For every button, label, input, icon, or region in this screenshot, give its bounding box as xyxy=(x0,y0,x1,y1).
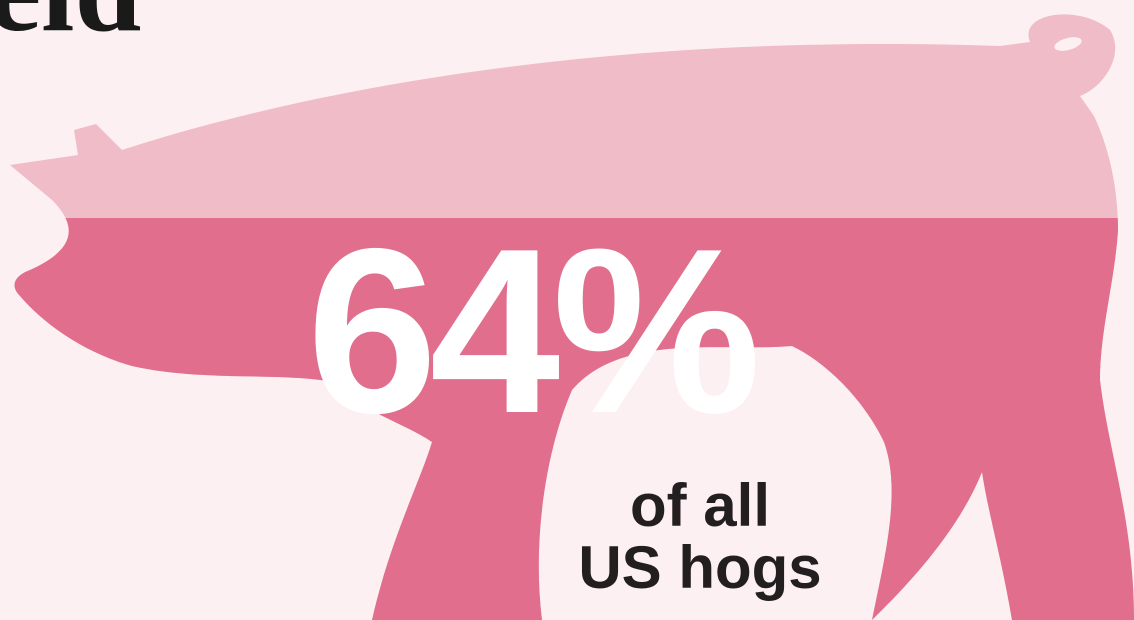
caption-line: of all xyxy=(630,472,770,539)
page: eld 64% of all US hogs xyxy=(0,0,1134,620)
caption-line: US hogs xyxy=(578,534,821,601)
infographic: eld 64% of all US hogs xyxy=(0,0,1134,620)
stat: 64% xyxy=(307,199,755,462)
heading: eld xyxy=(0,0,141,56)
